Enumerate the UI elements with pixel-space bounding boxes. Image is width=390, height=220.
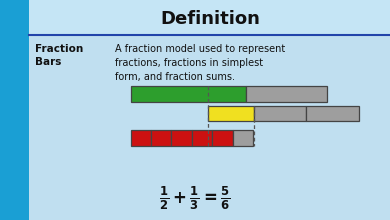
Text: Fraction
Bars: Fraction Bars: [35, 44, 83, 67]
Bar: [151, 130, 172, 146]
Text: $\mathbf{\frac{1}{2}+\frac{1}{3}=\frac{5}{6}}$: $\mathbf{\frac{1}{2}+\frac{1}{3}=\frac{5…: [160, 184, 230, 212]
Bar: [212, 130, 232, 146]
Bar: [131, 130, 151, 146]
Bar: [192, 130, 212, 146]
Bar: [306, 106, 359, 121]
Bar: [29, 0, 390, 35]
Text: Definition: Definition: [161, 10, 261, 28]
Text: A fraction model used to represent
fractions, fractions in simplest
form, and fr: A fraction model used to represent fract…: [115, 44, 285, 82]
Bar: [29, 35, 390, 220]
Bar: [172, 130, 192, 146]
Bar: [208, 106, 254, 121]
Bar: [0, 0, 29, 220]
Bar: [131, 86, 246, 102]
Bar: [232, 130, 253, 146]
Bar: [246, 86, 327, 102]
Bar: [254, 106, 306, 121]
